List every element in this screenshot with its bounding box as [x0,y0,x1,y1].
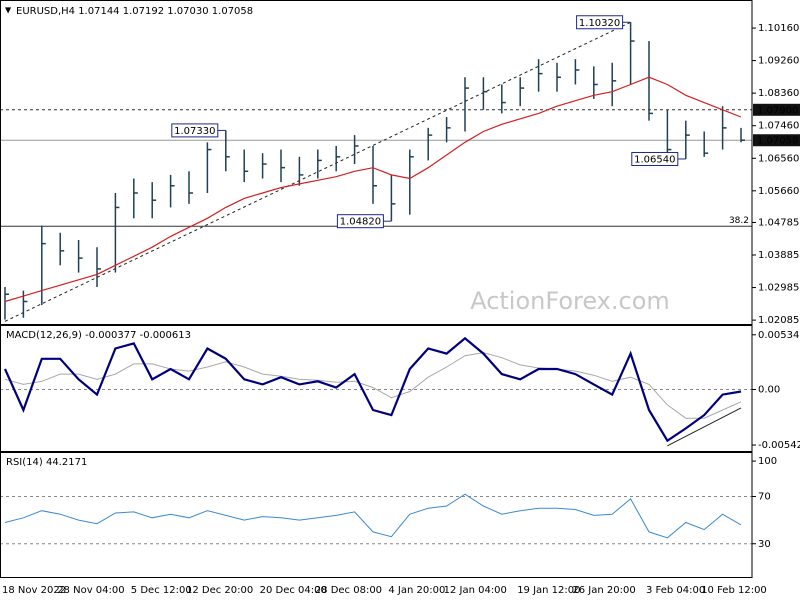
trendline [667,407,742,447]
callout-box [171,123,219,138]
callout-label: 1.10320 [579,18,620,29]
callout-box [336,214,384,229]
y-tick-label: 1.02085 [758,315,799,326]
panel-title: RSI(14) 44.2171 [6,457,87,468]
y-tick-label: 0.00 [758,385,780,396]
level-tag [753,134,800,147]
y-tick-label: 100 [758,456,777,467]
title-marker: ▼ [5,6,12,15]
x-tick-label: 12 Dec 20:00 [186,585,253,596]
level-tag-label: 1.07900 [757,105,798,116]
callout-box [576,15,624,30]
y-tick-label: 1.07460 [758,121,799,132]
y-tick-label: 70 [758,492,771,503]
x-tick-label: 28 Dec 08:00 [315,585,382,596]
x-tick-label: 4 Jan 20:00 [388,585,445,596]
indicator-line [4,493,742,539]
y-tick-label: 1.08360 [758,88,799,99]
x-tick-label: 5 Dec 12:00 [131,585,192,596]
level-tag [753,103,800,116]
callout-label: 1.06540 [634,154,675,165]
trendline [4,21,631,322]
x-tick-label: 26 Jan 20:00 [572,585,635,596]
callout-box [631,151,679,166]
x-tick-label: 28 Nov 04:00 [57,585,124,596]
x-tick-label: 10 Feb 12:00 [701,585,767,596]
y-tick-label: 1.04785 [758,217,799,228]
y-tick-label: 1.03885 [758,250,799,261]
y-tick-label: 1.10160 [758,23,799,34]
panel-title: MACD(12,26,9) -0.000377 -0.000613 [6,330,191,341]
y-tick-label: 1.09260 [758,56,799,67]
x-tick-label: 19 Jan 12:00 [517,585,580,596]
fib-label: 38.2 [729,216,749,226]
y-tick-label: 1.06560 [758,153,799,164]
callout-label: 1.04820 [340,217,381,228]
indicator-line [3,336,742,443]
level-tag-label: 1.07058 [757,136,798,147]
x-tick-label: 12 Jan 04:00 [444,585,507,596]
x-tick-label: 3 Feb 04:00 [646,585,705,596]
y-tick-label: 30 [758,539,771,550]
panel-frame [0,325,753,452]
y-tick-label: 1.02985 [758,283,799,294]
watermark: ActionForex.com [470,287,670,315]
x-tick-label: 18 Nov 2022 [2,585,66,596]
y-tick-label: 1.05660 [758,186,799,197]
panel-frame [0,0,753,325]
panel-frame [0,452,753,578]
callout-label: 1.07330 [174,126,215,137]
y-tick-label: -0.005421 [758,440,800,451]
y-tick-label: 0.00534 [758,330,799,341]
moving-average [4,76,742,303]
chart-title: EURUSD,H4 1.07144 1.07192 1.07030 1.0705… [16,6,253,17]
x-tick-label: 20 Dec 04:00 [260,585,327,596]
